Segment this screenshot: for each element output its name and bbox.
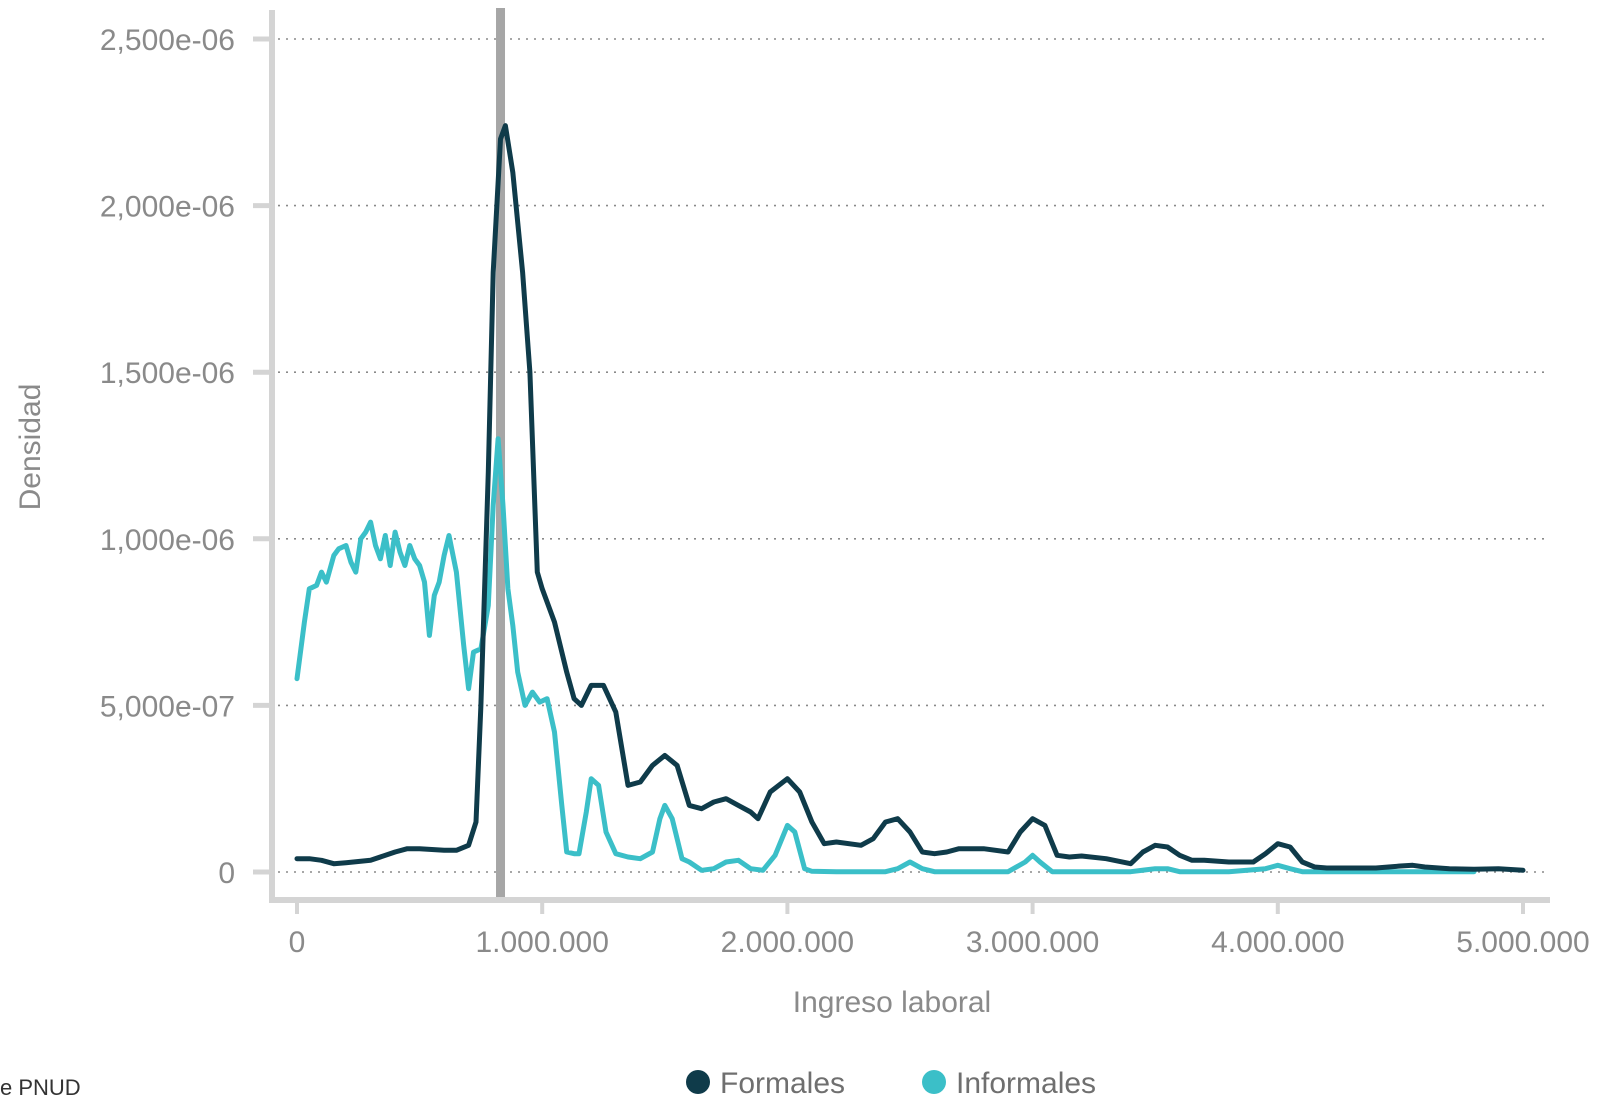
y-tick-label: 5,000e-07: [100, 690, 235, 723]
x-tick-label: 4.000.000: [1211, 926, 1344, 959]
x-tick-label: 1.000.000: [475, 926, 608, 959]
x-tick-label: 3.000.000: [966, 926, 1099, 959]
series-line-formales: [294, 123, 1526, 873]
series-lines: [294, 123, 1526, 875]
y-tick-label: 1,000e-06: [100, 524, 235, 557]
y-tick-label: 2,500e-06: [100, 24, 235, 57]
legend: Formales Informales: [686, 1067, 1096, 1097]
legend-label-informales: Informales: [956, 1067, 1096, 1097]
x-tick-label: 2.000.000: [721, 926, 854, 959]
source-note: e PNUD: [0, 1075, 81, 1097]
x-axis-title: Ingreso laboral: [793, 986, 991, 1019]
y-tick-label: 1,500e-06: [100, 357, 235, 390]
y-tick-label: 0: [218, 857, 235, 890]
axes: [253, 10, 1550, 914]
x-tick-label: 0: [289, 926, 306, 959]
legend-label-formales: Formales: [720, 1067, 845, 1097]
legend-marker-informales: [922, 1070, 946, 1094]
y-axis-title: Densidad: [14, 384, 47, 511]
series-line-informales: [294, 436, 1477, 875]
tick-labels: 0 5,000e-07 1,000e-06 1,500e-06 2,000e-06 2,5…: [100, 24, 1590, 959]
x-tick-label: 5.000.000: [1456, 926, 1589, 959]
y-tick-label: 2,000e-06: [100, 191, 235, 224]
grid-lines: [278, 38, 1548, 873]
legend-marker-formales: [686, 1070, 710, 1094]
